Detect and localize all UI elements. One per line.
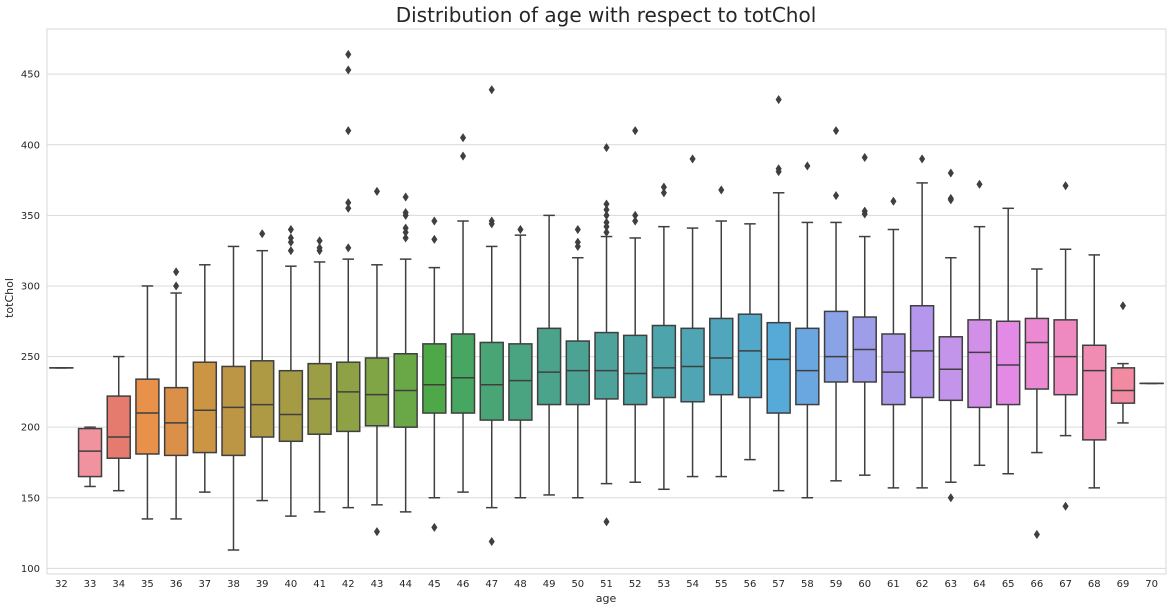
x-tick-label: 37 bbox=[198, 579, 211, 590]
iqr-box bbox=[624, 335, 647, 404]
x-tick-label: 32 bbox=[55, 579, 68, 590]
x-tick-label: 54 bbox=[686, 579, 699, 590]
x-tick-label: 63 bbox=[944, 579, 957, 590]
iqr-box bbox=[968, 320, 991, 408]
iqr-box bbox=[595, 333, 618, 399]
x-tick-label: 51 bbox=[600, 579, 613, 590]
iqr-box bbox=[566, 341, 589, 405]
x-tick-label: 58 bbox=[801, 579, 814, 590]
x-tick-label: 68 bbox=[1088, 579, 1101, 590]
x-tick-label: 62 bbox=[916, 579, 929, 590]
x-tick-label: 34 bbox=[112, 579, 125, 590]
iqr-box bbox=[825, 311, 848, 382]
x-tick-label: 47 bbox=[485, 579, 498, 590]
iqr-box bbox=[365, 358, 388, 426]
x-tick-label: 53 bbox=[658, 579, 671, 590]
iqr-box bbox=[279, 371, 302, 442]
x-tick-label: 38 bbox=[227, 579, 240, 590]
x-tick-label: 52 bbox=[629, 579, 642, 590]
iqr-box bbox=[251, 361, 274, 437]
x-tick-label: 60 bbox=[858, 579, 871, 590]
x-tick-label: 45 bbox=[428, 579, 441, 590]
iqr-box bbox=[79, 429, 102, 477]
x-tick-label: 69 bbox=[1117, 579, 1130, 590]
iqr-box bbox=[193, 362, 216, 452]
x-tick-label: 56 bbox=[744, 579, 757, 590]
y-axis-label: totChol bbox=[3, 278, 16, 318]
x-tick-label: 50 bbox=[571, 579, 584, 590]
y-tick-label: 150 bbox=[21, 493, 40, 504]
iqr-box bbox=[480, 342, 503, 420]
x-tick-label: 39 bbox=[256, 579, 269, 590]
iqr-box bbox=[165, 388, 188, 456]
x-axis-label: age bbox=[596, 592, 617, 605]
iqr-box bbox=[1083, 345, 1106, 440]
iqr-box bbox=[423, 344, 446, 413]
iqr-box bbox=[767, 323, 790, 413]
y-tick-label: 450 bbox=[21, 70, 40, 81]
x-tick-label: 42 bbox=[342, 579, 355, 590]
x-tick-label: 55 bbox=[715, 579, 728, 590]
x-tick-label: 48 bbox=[514, 579, 527, 590]
x-tick-label: 49 bbox=[543, 579, 556, 590]
iqr-box bbox=[652, 326, 675, 398]
x-tick-label: 44 bbox=[399, 579, 412, 590]
iqr-box bbox=[710, 318, 733, 394]
x-tick-label: 59 bbox=[830, 579, 843, 590]
y-tick-label: 300 bbox=[21, 281, 40, 292]
x-tick-label: 61 bbox=[887, 579, 900, 590]
x-tick-label: 70 bbox=[1145, 579, 1158, 590]
x-tick-label: 65 bbox=[1002, 579, 1015, 590]
x-tick-label: 36 bbox=[170, 579, 183, 590]
x-tick-label: 40 bbox=[285, 579, 298, 590]
y-tick-label: 200 bbox=[21, 423, 40, 434]
x-tick-label: 46 bbox=[457, 579, 470, 590]
iqr-box bbox=[796, 328, 819, 404]
iqr-box bbox=[882, 334, 905, 405]
y-tick-label: 250 bbox=[21, 352, 40, 363]
y-tick-label: 350 bbox=[21, 211, 40, 222]
x-tick-label: 35 bbox=[141, 579, 154, 590]
x-tick-label: 33 bbox=[84, 579, 97, 590]
iqr-box bbox=[681, 328, 704, 401]
iqr-box bbox=[452, 334, 475, 413]
iqr-box bbox=[997, 321, 1020, 404]
y-tick-label: 100 bbox=[21, 564, 40, 575]
x-tick-label: 57 bbox=[772, 579, 785, 590]
iqr-box bbox=[136, 379, 159, 454]
iqr-box bbox=[222, 366, 245, 455]
iqr-box bbox=[738, 314, 761, 397]
y-tick-label: 400 bbox=[21, 140, 40, 151]
iqr-box bbox=[1025, 318, 1048, 389]
iqr-box bbox=[107, 396, 130, 458]
iqr-box bbox=[538, 328, 561, 404]
iqr-box bbox=[1111, 368, 1134, 403]
x-tick-label: 43 bbox=[371, 579, 384, 590]
iqr-box bbox=[337, 362, 360, 431]
iqr-box bbox=[509, 344, 532, 420]
chart-title: Distribution of age with respect to totC… bbox=[396, 3, 817, 27]
x-tick-label: 66 bbox=[1031, 579, 1044, 590]
x-tick-label: 67 bbox=[1059, 579, 1072, 590]
x-tick-label: 64 bbox=[973, 579, 986, 590]
x-tick-label: 41 bbox=[313, 579, 326, 590]
